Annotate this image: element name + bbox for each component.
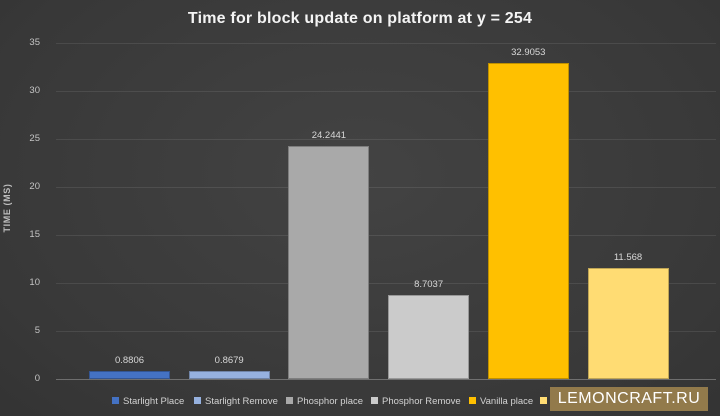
bar-value-label: 24.2441 (311, 130, 347, 142)
legend-swatch-icon (371, 397, 378, 405)
y-tick-label-0: 0 (34, 373, 40, 384)
y-tick-label-25: 25 (29, 133, 40, 144)
legend-item-series-6 (540, 393, 551, 405)
chart-title: Time for block update on platform at y =… (187, 10, 533, 27)
gridline-y-10 (56, 283, 716, 284)
y-tick-label-20: 20 (29, 181, 40, 192)
bar-starlight-place (89, 370, 170, 379)
bar-value-label: 0.8806 (114, 354, 145, 366)
legend-swatch-icon (540, 397, 547, 405)
watermark-badge: LEMONCRAFT.RU (550, 387, 708, 411)
legend-item-starlight-place: Starlight Place (112, 393, 185, 408)
y-tick-label-30: 30 (29, 85, 40, 96)
y-tick-label-15: 15 (29, 229, 40, 240)
legend-item-phosphor-remove: Phosphor Remove (371, 393, 461, 408)
gridline-y-30 (56, 91, 716, 92)
gridline-y-0 (56, 379, 716, 380)
bar-value-label: 8.7037 (414, 279, 444, 291)
gridline-y-15 (56, 235, 716, 236)
legend-item-vanilla-place: Vanilla place (469, 393, 534, 408)
legend-label: Vanilla place (480, 396, 534, 408)
legend-item-phosphor-place: Phosphor place (286, 393, 364, 408)
legend-swatch-icon (469, 397, 476, 405)
bar-phosphor-remove (388, 295, 470, 379)
y-tick-label-10: 10 (29, 277, 40, 288)
bar-starlight-remove (188, 370, 270, 379)
legend-swatch-icon (194, 397, 201, 405)
legend-item-starlight-remove: Starlight Remove (194, 393, 278, 408)
bar-value-label: 11.568 (613, 251, 643, 263)
legend-label: Phosphor Remove (382, 396, 461, 408)
legend-label: Starlight Remove (205, 396, 278, 408)
y-axis-title: TIME (MS) (2, 183, 12, 233)
y-tick-label-35: 35 (29, 37, 40, 48)
legend-label: Phosphor place (297, 396, 364, 408)
bar-phosphor-place (288, 146, 370, 379)
bar-vanilla-place (487, 63, 569, 379)
gridline-y-20 (56, 187, 716, 188)
bar-value-label: 32.9053 (511, 47, 546, 59)
legend-label: Starlight Place (123, 396, 185, 408)
bar-series-6 (587, 267, 669, 379)
legend-swatch-icon (112, 397, 119, 405)
gridline-y-5 (56, 331, 716, 332)
legend-swatch-icon (286, 397, 293, 405)
bar-value-label: 0.8679 (214, 354, 244, 366)
gridline-y-35 (56, 43, 716, 44)
y-tick-label-5: 5 (34, 325, 40, 336)
gridline-y-25 (56, 139, 716, 140)
